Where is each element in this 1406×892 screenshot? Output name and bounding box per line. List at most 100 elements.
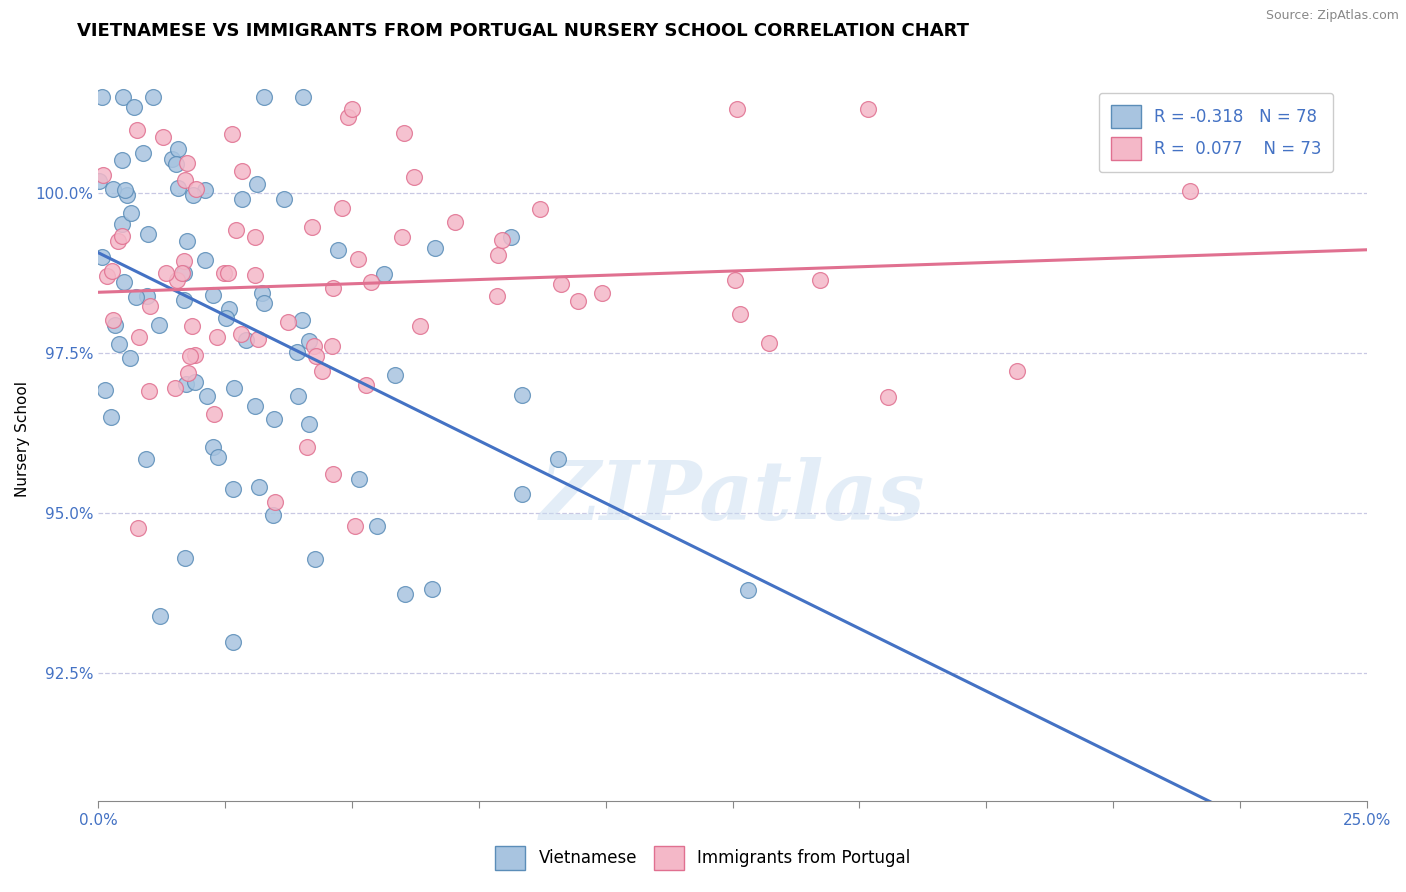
Point xyxy=(547,452,569,467)
Point xyxy=(354,377,377,392)
Text: ZIPatlas: ZIPatlas xyxy=(540,458,925,537)
Text: VIETNAMESE VS IMMIGRANTS FROM PORTUGAL NURSERY SCHOOL CORRELATION CHART: VIETNAMESE VS IMMIGRANTS FROM PORTUGAL N… xyxy=(77,22,969,40)
Point xyxy=(250,285,273,300)
Point xyxy=(326,243,349,257)
Point xyxy=(298,334,321,349)
Point xyxy=(127,123,149,137)
Point xyxy=(93,168,115,182)
Point xyxy=(127,521,149,535)
Legend: R = -0.318   N = 78, R =  0.077    N = 73: R = -0.318 N = 78, R = 0.077 N = 73 xyxy=(1099,93,1333,172)
Point xyxy=(243,268,266,283)
Point xyxy=(349,472,371,486)
Point xyxy=(125,290,148,304)
Point xyxy=(246,177,269,191)
Point xyxy=(179,349,201,363)
Point xyxy=(529,202,551,216)
Point xyxy=(108,337,131,351)
Point xyxy=(311,364,333,378)
Point xyxy=(322,467,344,482)
Point xyxy=(181,187,204,202)
Point xyxy=(114,183,136,197)
Point xyxy=(112,89,135,103)
Point xyxy=(173,172,195,186)
Point xyxy=(1005,363,1028,377)
Point xyxy=(160,152,183,166)
Point xyxy=(101,182,124,196)
Point xyxy=(297,440,319,454)
Point xyxy=(253,89,276,103)
Point xyxy=(264,494,287,508)
Point xyxy=(550,277,572,291)
Point xyxy=(221,127,243,141)
Point xyxy=(231,193,253,207)
Point xyxy=(225,222,247,236)
Point xyxy=(409,319,432,334)
Point xyxy=(485,288,508,302)
Point xyxy=(499,230,522,244)
Point xyxy=(231,164,253,178)
Point xyxy=(138,227,160,242)
Point xyxy=(366,519,388,533)
Point xyxy=(263,412,285,426)
Point xyxy=(173,293,195,308)
Point xyxy=(122,100,145,114)
Point xyxy=(142,89,165,103)
Point xyxy=(101,312,124,326)
Point xyxy=(111,217,134,231)
Point xyxy=(152,130,174,145)
Point xyxy=(120,205,142,219)
Point xyxy=(247,480,270,494)
Point xyxy=(195,389,218,403)
Point xyxy=(177,366,200,380)
Point xyxy=(291,89,314,103)
Point xyxy=(512,487,534,501)
Point xyxy=(491,233,513,247)
Point xyxy=(510,388,533,402)
Point xyxy=(222,482,245,496)
Point xyxy=(808,273,831,287)
Point xyxy=(222,381,245,395)
Point xyxy=(202,408,225,422)
Point xyxy=(194,183,217,197)
Point xyxy=(273,192,295,206)
Point xyxy=(246,332,269,346)
Point xyxy=(725,103,748,117)
Point xyxy=(222,634,245,648)
Point xyxy=(167,181,190,195)
Point xyxy=(217,266,239,280)
Point xyxy=(347,252,370,266)
Point xyxy=(149,608,172,623)
Point xyxy=(173,254,195,268)
Point xyxy=(135,452,157,467)
Point xyxy=(360,275,382,289)
Point xyxy=(174,551,197,566)
Point xyxy=(285,345,308,359)
Y-axis label: Nursery School: Nursery School xyxy=(15,381,30,497)
Point xyxy=(96,269,118,284)
Point xyxy=(90,89,112,103)
Point xyxy=(262,508,284,522)
Point xyxy=(229,327,252,342)
Text: Source: ZipAtlas.com: Source: ZipAtlas.com xyxy=(1265,9,1399,22)
Point xyxy=(100,409,122,424)
Point xyxy=(1178,184,1201,198)
Point xyxy=(402,170,425,185)
Point xyxy=(165,157,187,171)
Point xyxy=(277,315,299,329)
Point xyxy=(118,351,141,366)
Point xyxy=(139,299,162,313)
Point xyxy=(173,266,195,280)
Point xyxy=(207,450,229,465)
Point xyxy=(183,375,205,389)
Point xyxy=(194,252,217,267)
Point xyxy=(330,201,353,215)
Point xyxy=(110,228,132,243)
Point xyxy=(287,389,309,403)
Point xyxy=(877,390,900,404)
Point xyxy=(567,294,589,309)
Point xyxy=(112,275,135,289)
Point xyxy=(321,339,343,353)
Point xyxy=(304,551,326,566)
Point xyxy=(302,339,325,353)
Point xyxy=(205,330,228,344)
